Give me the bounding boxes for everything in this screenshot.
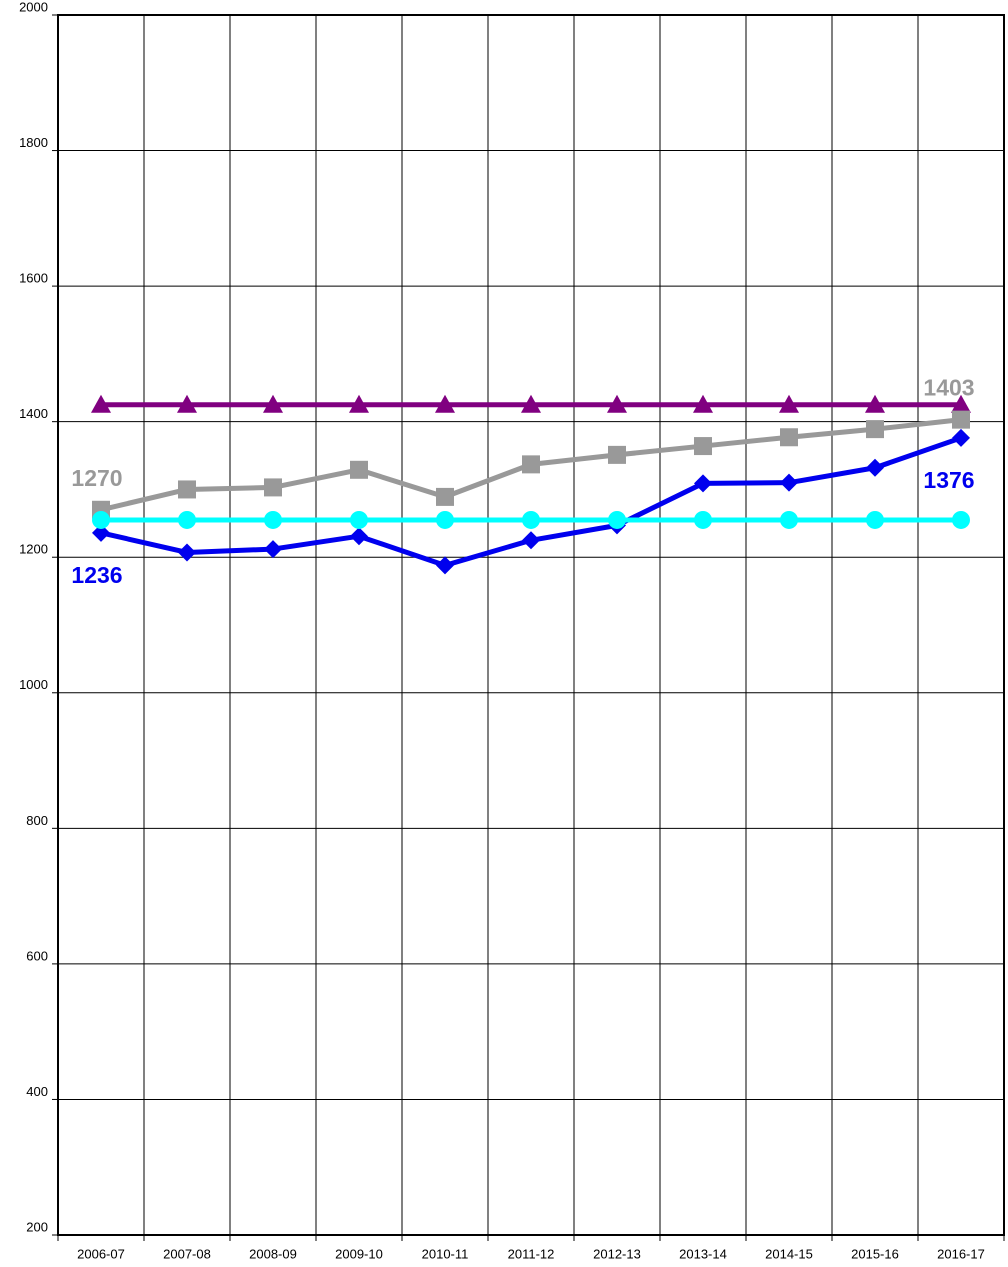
marker — [780, 428, 798, 447]
marker — [608, 510, 626, 529]
x-tick-label: 2010-11 — [422, 1246, 469, 1261]
marker — [693, 394, 713, 413]
marker — [350, 527, 368, 546]
marker — [952, 410, 970, 429]
x-tick-label: 2016-17 — [937, 1246, 985, 1261]
marker — [694, 474, 712, 493]
marker — [264, 510, 282, 529]
x-tick-label: 2012-13 — [593, 1246, 641, 1261]
data-label: 1270 — [71, 465, 122, 491]
marker — [866, 510, 884, 529]
marker — [779, 394, 799, 413]
x-tick-label: 2013-14 — [679, 1246, 727, 1261]
x-tick-label: 2006-07 — [77, 1246, 125, 1261]
marker — [865, 394, 885, 413]
y-tick-label: 1600 — [19, 271, 48, 286]
marker — [952, 428, 970, 447]
marker — [522, 455, 540, 474]
marker — [436, 556, 454, 575]
marker — [866, 420, 884, 439]
y-tick-label: 1800 — [19, 135, 48, 150]
marker — [951, 394, 971, 413]
marker — [264, 540, 282, 559]
marker — [780, 473, 798, 492]
marker — [952, 510, 970, 529]
y-tick-label: 200 — [26, 1219, 48, 1234]
data-label: 1376 — [923, 467, 974, 493]
y-tick-label: 600 — [26, 948, 48, 963]
marker — [264, 478, 282, 497]
marker — [522, 531, 540, 550]
plot-frame — [57, 14, 1005, 1236]
plot-area — [58, 15, 1004, 1235]
x-tick-label: 2011-12 — [508, 1246, 555, 1261]
data-label: 1403 — [923, 375, 974, 401]
marker — [178, 480, 196, 499]
marker — [91, 394, 111, 413]
marker — [694, 510, 712, 529]
y-tick-label: 1400 — [19, 406, 48, 421]
marker — [866, 458, 884, 477]
x-tick-label: 2009-10 — [335, 1246, 383, 1261]
marker — [608, 445, 626, 464]
x-tick-label: 2015-16 — [851, 1246, 899, 1261]
marker — [178, 543, 196, 562]
marker — [350, 460, 368, 479]
y-tick-label: 2000 — [19, 0, 48, 14]
x-tick-label: 2007-08 — [163, 1246, 211, 1261]
y-tick-label: 800 — [26, 813, 48, 828]
x-tick-label: 2008-09 — [249, 1246, 297, 1261]
marker — [780, 510, 798, 529]
marker — [349, 394, 369, 413]
marker — [435, 394, 455, 413]
marker — [350, 510, 368, 529]
y-tick-label: 1000 — [19, 677, 48, 692]
x-tick-label: 2014-15 — [765, 1246, 813, 1261]
marker — [522, 510, 540, 529]
marker — [92, 523, 110, 542]
data-label: 1236 — [71, 562, 122, 588]
y-tick-label: 1200 — [19, 542, 48, 557]
marker — [178, 510, 196, 529]
marker — [521, 394, 541, 413]
marker — [694, 437, 712, 456]
y-tick-label: 400 — [26, 1084, 48, 1099]
marker — [263, 394, 283, 413]
marker — [607, 394, 627, 413]
marker — [92, 510, 110, 529]
marker — [436, 510, 454, 529]
marker — [436, 487, 454, 506]
marker — [177, 394, 197, 413]
